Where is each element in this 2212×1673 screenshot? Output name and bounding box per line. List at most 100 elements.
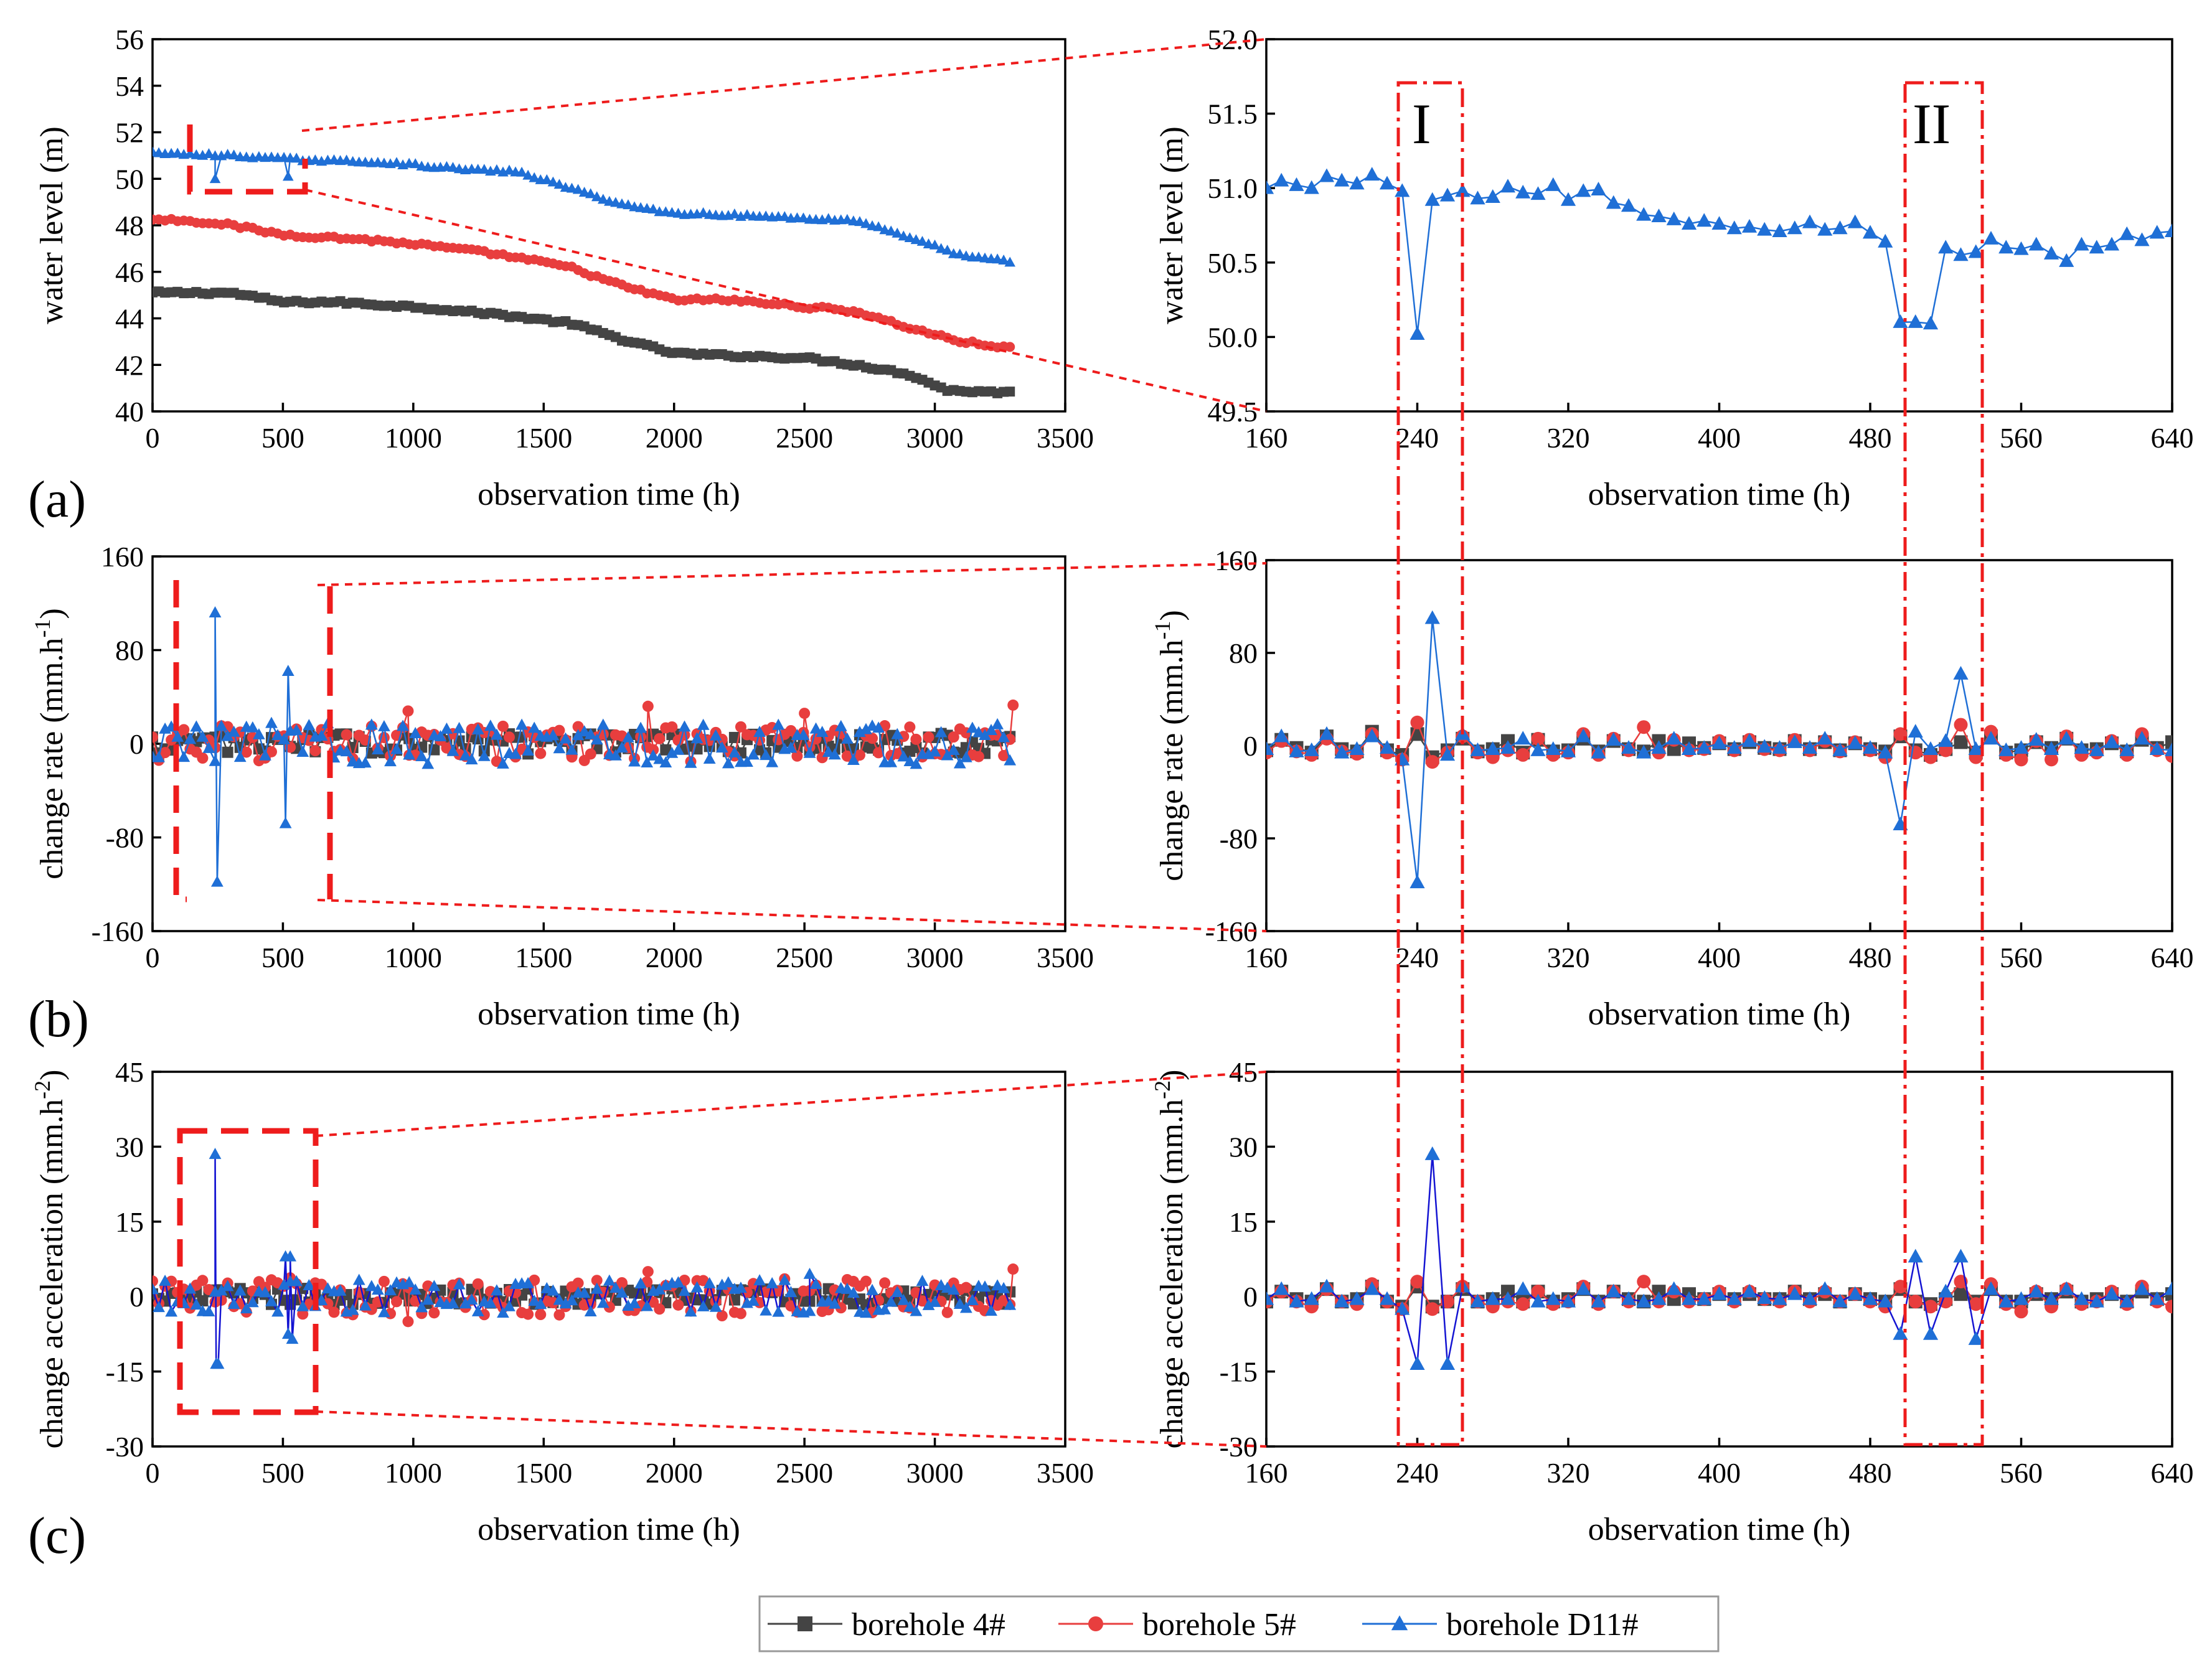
region-box-II: [1903, 81, 1984, 1446]
data-point: [397, 719, 410, 731]
legend-box: [758, 1595, 1720, 1652]
data-point: [171, 730, 184, 742]
data-point: [359, 1299, 372, 1311]
data-point: [497, 720, 509, 732]
data-point: [2028, 237, 2044, 251]
data-point: [1485, 741, 1500, 755]
chart-a-right: 160 240 320 400 480 560 640 49.5 50.0 50.5 51.0 51.…: [1154, 24, 2194, 512]
x-tick-label: 160: [1245, 422, 1288, 454]
data-point: [1349, 741, 1365, 755]
series-boreholeD11: [1266, 610, 2172, 889]
data-point: [553, 1309, 565, 1321]
data-point: [1334, 1293, 1350, 1308]
data-point: [209, 606, 222, 617]
data-point: [1304, 742, 1319, 756]
x-tick-label: 2000: [646, 1457, 703, 1489]
data-point: [947, 744, 960, 756]
data-point: [1274, 172, 1289, 187]
data-point: [402, 1316, 414, 1328]
data-point: [165, 1305, 178, 1317]
data-point: [596, 1296, 609, 1308]
chart-b-right: 160 240 320 400 480 560 640-160-80080160observ…: [1150, 545, 2194, 1032]
data-point: [1908, 1295, 1923, 1309]
data-point: [1893, 314, 1908, 328]
data-point: [1319, 726, 1335, 740]
data-point: [228, 149, 240, 160]
y-tick-label: 54: [115, 70, 144, 102]
x-axis-title: observation time (h): [1588, 996, 1851, 1032]
data-point: [2104, 734, 2120, 748]
data-point: [903, 1300, 916, 1312]
data-point: [597, 194, 609, 204]
data-point: [465, 753, 478, 765]
x-tick-label: 480: [1849, 1457, 1892, 1489]
data-point: [1410, 1356, 1425, 1370]
data-point: [678, 1285, 691, 1296]
data-point: [365, 1280, 378, 1291]
region-label-II: II: [1913, 92, 1951, 156]
data-point: [484, 719, 497, 731]
data-point: [1711, 1286, 1727, 1300]
y-tick-label: -15: [1220, 1356, 1258, 1388]
data-point: [509, 747, 522, 759]
data-point: [1741, 1283, 1758, 1298]
data-point: [2119, 1293, 2135, 1308]
data-point: [1004, 256, 1016, 267]
data-point: [609, 749, 622, 761]
data-point: [1968, 244, 1984, 258]
data-point: [553, 742, 566, 754]
x-axis-title: observation time (h): [1588, 1512, 1851, 1547]
data-point: [1266, 180, 1274, 194]
data-point: [1379, 1291, 1395, 1305]
x-tick-label: 2500: [776, 422, 833, 454]
data-point: [1364, 1281, 1380, 1295]
y-tick-label: 15: [115, 1206, 144, 1238]
data-point: [1304, 180, 1319, 194]
data-point: [190, 720, 203, 732]
data-point: [1938, 733, 1954, 747]
data-point: [1007, 699, 1019, 711]
legend-marker: [1088, 1616, 1103, 1631]
data-point: [654, 733, 666, 744]
legend-label: borehole 5#: [1142, 1607, 1296, 1643]
x-tick-label: 3500: [1037, 942, 1094, 973]
series-line: [153, 151, 1010, 263]
data-point: [898, 230, 910, 241]
data-point: [529, 172, 540, 182]
data-point: [822, 213, 834, 223]
data-point: [623, 199, 634, 210]
data-point: [2119, 742, 2135, 756]
y-tick-label: 51.5: [1208, 98, 1258, 130]
data-point: [2104, 1286, 2120, 1300]
data-point: [840, 1282, 854, 1294]
series-borehole5: [153, 213, 1015, 353]
data-point: [979, 1280, 991, 1292]
data-point: [596, 718, 609, 730]
data-point: [259, 749, 271, 761]
data-point: [653, 1283, 666, 1295]
data-point: [747, 748, 760, 760]
data-point: [259, 1286, 271, 1298]
data-point: [1531, 1285, 1545, 1299]
data-point: [1726, 1291, 1742, 1305]
data-point: [153, 751, 165, 762]
data-point: [961, 250, 972, 261]
data-point: [697, 207, 709, 217]
data-point: [471, 1305, 484, 1316]
plot-area: [1266, 610, 2172, 889]
data-point: [591, 191, 603, 202]
series-boreholeD11: [153, 606, 1017, 887]
data-point: [1410, 1275, 1424, 1289]
data-point: [279, 817, 292, 828]
data-point: [1004, 754, 1017, 766]
data-point: [484, 1296, 497, 1308]
data-point: [610, 197, 621, 207]
data-point: [572, 729, 585, 741]
data-point: [284, 1250, 297, 1262]
data-point: [321, 1282, 334, 1294]
data-point: [654, 1303, 666, 1315]
data-point: [715, 741, 728, 753]
data-point: [472, 1278, 484, 1290]
legend-label: borehole 4#: [852, 1607, 1005, 1643]
